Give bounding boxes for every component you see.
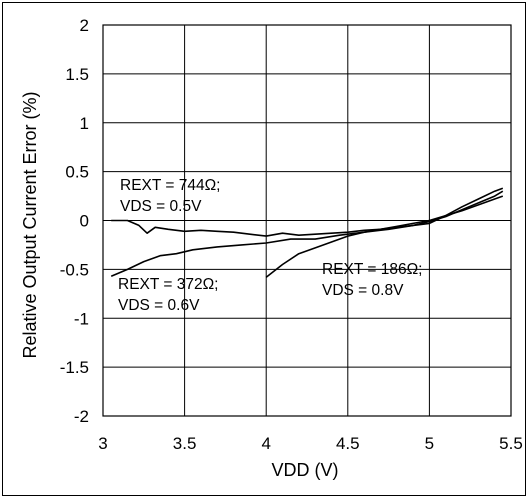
y-tick-label: 1 xyxy=(80,114,89,133)
annotation-372-line1: REXT = 372Ω; xyxy=(118,276,218,293)
annotation-372-line2: VDS = 0.6V xyxy=(118,297,200,314)
y-tick-label: -0.5 xyxy=(60,260,89,279)
series-group xyxy=(110,187,504,278)
y-tick-labels: 2 1.5 1 0.5 0 -0.5 -1 -1.5 -2 xyxy=(60,16,89,426)
y-tick-label: -2 xyxy=(74,407,89,426)
series-line-186 xyxy=(265,187,504,278)
x-tick-label: 4.5 xyxy=(336,434,360,453)
y-axis-label: Relative Output Current Error (%) xyxy=(20,91,40,358)
y-tick-label: 0.5 xyxy=(65,163,89,182)
x-tick-label: 5.5 xyxy=(499,434,523,453)
annotation-186-line2: VDS = 0.8V xyxy=(322,282,404,299)
annotation-744-line2: VDS = 0.5V xyxy=(120,198,202,215)
y-tick-label: -1 xyxy=(74,309,89,328)
series-line-744 xyxy=(111,195,504,237)
chart-frame xyxy=(2,2,526,496)
y-tick-label: -1.5 xyxy=(60,358,89,377)
x-tick-label: 3 xyxy=(98,434,107,453)
series-line-372 xyxy=(110,190,504,277)
y-tick-label: 1.5 xyxy=(65,65,89,84)
annotation-186-line1: REXT = 186Ω; xyxy=(322,261,422,278)
x-tick-labels: 3 3.5 4 4.5 5 5.5 xyxy=(98,434,523,453)
y-tick-label: 2 xyxy=(80,16,89,35)
annotation-744-line1: REXT = 744Ω; xyxy=(120,177,220,194)
y-tick-label: 0 xyxy=(80,212,89,231)
x-tick-label: 3.5 xyxy=(173,434,197,453)
grid xyxy=(102,24,512,417)
x-tick-label: 4 xyxy=(261,434,270,453)
plot-area xyxy=(102,24,512,417)
x-axis-label: VDD (V) xyxy=(272,460,339,480)
x-tick-label: 5 xyxy=(425,434,434,453)
